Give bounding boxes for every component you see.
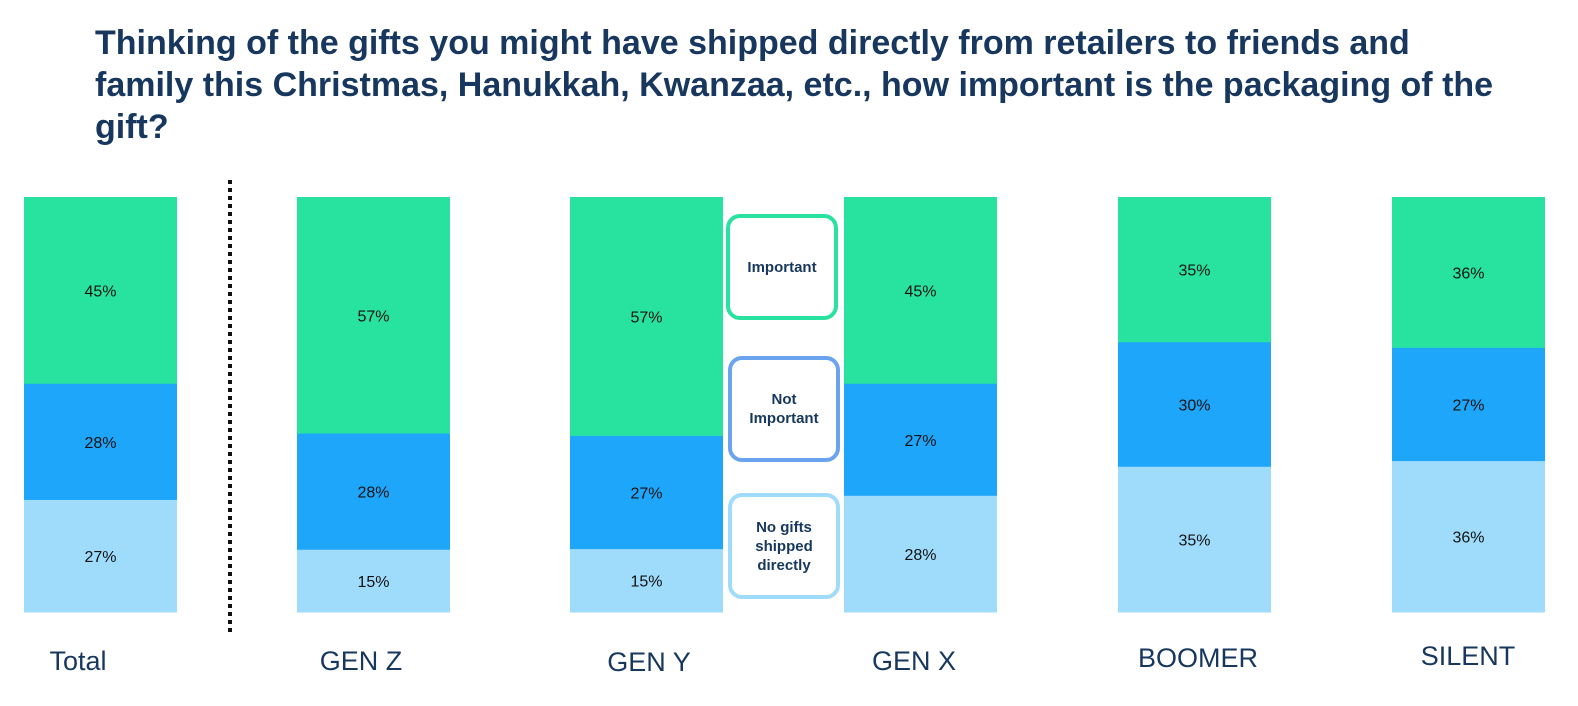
bar-gen-x-no-gifts-shipped-directly xyxy=(844,495,997,613)
category-label: BOOMER xyxy=(1138,643,1258,673)
bar-total-important xyxy=(24,197,177,385)
bar-gen-z-important xyxy=(297,197,450,435)
legend-no-gifts-label: No gifts shipped directly xyxy=(755,518,813,574)
data-label: 35% xyxy=(1178,532,1210,549)
data-label: 35% xyxy=(1178,263,1210,280)
legend-no-gifts: No gifts shipped directly xyxy=(728,493,840,599)
legend-not-important-label: Not Important xyxy=(749,391,819,427)
bar-boomer-important xyxy=(1118,197,1271,343)
data-label: 30% xyxy=(1178,398,1210,415)
data-label: 45% xyxy=(904,283,936,300)
legend-not-important: Not Important xyxy=(728,356,840,462)
bar-gen-y-not-important xyxy=(570,435,723,550)
chart-title: Thinking of the gifts you might have shi… xyxy=(95,24,1494,146)
category-label: GEN Y xyxy=(607,647,691,677)
bar-silent-important xyxy=(1392,197,1545,349)
bar-gen-y-important xyxy=(570,197,723,437)
category-label: Total xyxy=(49,646,106,676)
bar-total-no-gifts-shipped-directly xyxy=(24,499,177,613)
bar-gen-y-no-gifts-shipped-directly xyxy=(570,549,723,613)
data-label: 36% xyxy=(1452,265,1484,282)
data-label: 27% xyxy=(630,486,662,503)
category-label: GEN X xyxy=(872,646,956,676)
bar-boomer-no-gifts-shipped-directly xyxy=(1118,466,1271,613)
data-label: 27% xyxy=(84,549,116,566)
data-label: 57% xyxy=(630,309,662,326)
legend-important: Important xyxy=(726,214,838,320)
bar-silent-not-important xyxy=(1392,347,1545,462)
bar-gen-z-not-important xyxy=(297,433,450,551)
data-label: 36% xyxy=(1452,530,1484,547)
category-label: GEN Z xyxy=(320,646,403,676)
data-label: 28% xyxy=(84,435,116,452)
bar-silent-no-gifts-shipped-directly xyxy=(1392,461,1545,613)
data-label: 15% xyxy=(357,574,389,591)
bar-gen-z-no-gifts-shipped-directly xyxy=(297,549,450,613)
data-label: 57% xyxy=(357,308,389,325)
data-label: 28% xyxy=(904,547,936,564)
data-label: 45% xyxy=(84,283,116,300)
bar-total-not-important xyxy=(24,383,177,501)
data-label: 28% xyxy=(357,485,389,502)
legend-important-label: Important xyxy=(747,258,817,276)
data-label: 27% xyxy=(904,433,936,450)
data-label: 15% xyxy=(630,574,662,591)
category-label: SILENT xyxy=(1421,641,1516,671)
bar-boomer-not-important xyxy=(1118,342,1271,468)
bar-gen-x-important xyxy=(844,197,997,385)
data-label: 27% xyxy=(1452,398,1484,415)
bar-gen-x-not-important xyxy=(844,383,997,497)
